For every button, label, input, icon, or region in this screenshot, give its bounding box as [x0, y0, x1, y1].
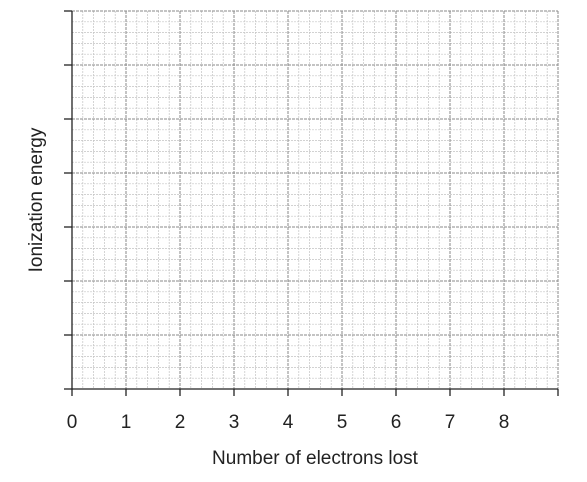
- x-tick-label-4: 4: [283, 412, 294, 433]
- x-tick-label-1: 1: [121, 412, 132, 433]
- x-axis-label: Number of electrons lost: [212, 448, 419, 469]
- x-tick-label-2: 2: [175, 412, 186, 433]
- x-tick-label-6: 6: [391, 412, 402, 433]
- x-axis-ticks: [71, 389, 559, 396]
- major-grid: [72, 10, 559, 389]
- x-tick-label-5: 5: [337, 412, 348, 433]
- x-tick-label-0: 0: [67, 412, 78, 433]
- y-axis-label: Ionization energy: [26, 127, 47, 272]
- axes: [71, 11, 558, 390]
- x-axis-tick-labels: 0 1 2 3 4 5 6 7 8: [67, 412, 510, 433]
- y-axis-ticks: [64, 10, 72, 390]
- x-tick-label-3: 3: [229, 412, 240, 433]
- x-tick-label-8: 8: [499, 412, 510, 433]
- minor-grid: [72, 11, 558, 389]
- x-tick-label-7: 7: [445, 412, 456, 433]
